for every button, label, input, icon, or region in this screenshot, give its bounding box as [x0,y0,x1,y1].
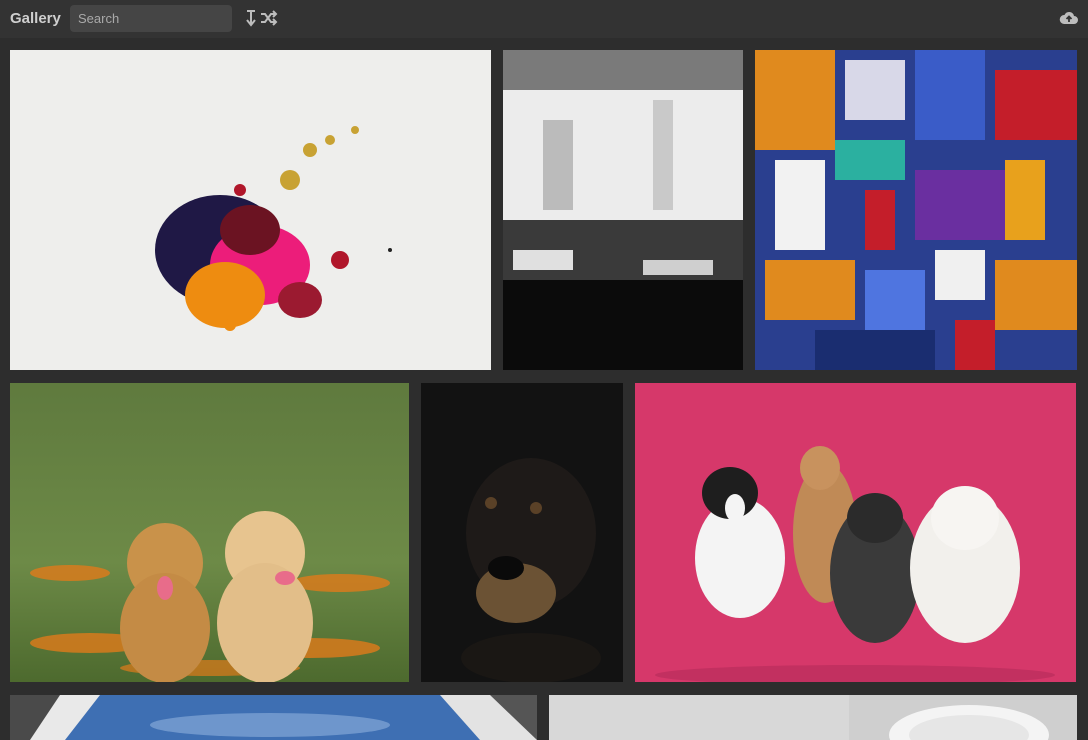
app-title: Gallery [10,10,61,27]
cloud-upload-icon [1059,11,1078,24]
shuffle-button[interactable] [259,8,279,28]
gallery-item[interactable] [421,383,623,682]
black-white-abstract-painting-image [503,50,743,370]
colorful-abstract-painting-image [755,50,1077,370]
gallery-item[interactable] [549,695,1077,740]
white-interior-image [549,695,1077,740]
shuffle-icon [261,10,278,26]
gallery-item[interactable] [503,50,743,370]
four-dogs-pink-background-image [635,383,1076,682]
gallery-item[interactable] [10,695,537,740]
search-input[interactable] [70,5,232,32]
gallery-item[interactable] [755,50,1077,370]
sort-button[interactable] [241,8,261,28]
paint-splash-image [10,50,491,370]
upload-button[interactable] [1057,8,1081,28]
gallery-item[interactable] [635,383,1076,682]
building-sky-image [10,695,537,740]
toolbar: Gallery [0,0,1088,38]
golden-retriever-puppies-image [10,383,409,682]
sort-descending-icon [246,10,256,27]
gallery-item[interactable] [10,383,409,682]
dachshund-portrait-image [421,383,623,682]
gallery-item[interactable] [10,50,491,370]
